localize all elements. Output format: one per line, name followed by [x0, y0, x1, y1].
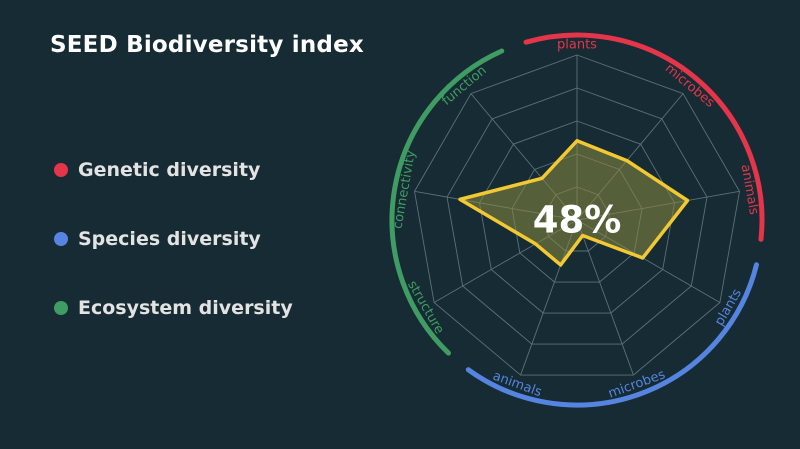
axis-label-0: plants [557, 38, 597, 53]
radar-chart: plantsmicrobesanimalsplantsmicrobesanima… [389, 32, 765, 408]
legend-label-genetic: Genetic diversity [78, 159, 261, 181]
legend-item-genetic: Genetic diversity [54, 154, 293, 186]
grid-ring-4 [446, 87, 708, 345]
legend-label-species: Species diversity [78, 228, 261, 250]
grid-ring-5 [414, 54, 740, 376]
legend-item-species: Species diversity [54, 223, 293, 255]
data-area [458, 139, 690, 267]
legend-label-ecosystem: Ecosystem diversity [78, 297, 293, 319]
chart-title: SEED Biodiversity index [50, 32, 364, 58]
grid-ring-3 [479, 120, 675, 314]
legend-dot-species [54, 232, 68, 246]
axis-label-1: microbes [662, 61, 717, 111]
legend-dot-genetic [54, 163, 68, 177]
legend-dot-ecosystem [54, 301, 68, 315]
center-label: 48% [533, 199, 622, 242]
group-arc-ecosystem-diversity [389, 48, 505, 356]
legend: Genetic diversity Species diversity Ecos… [54, 154, 293, 361]
group-arc-species-diversity [465, 262, 760, 408]
legend-item-ecosystem: Ecosystem diversity [54, 292, 293, 324]
grid-spoke-4 [576, 219, 634, 376]
group-arc-genetic-diversity [523, 32, 765, 242]
